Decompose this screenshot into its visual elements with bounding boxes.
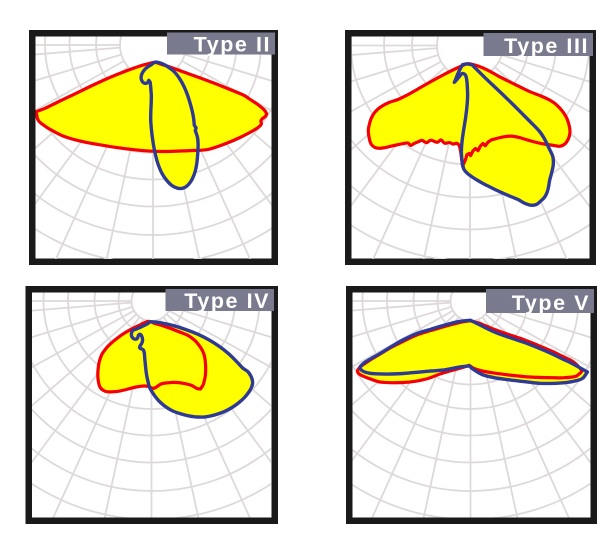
svg-text:Type III: Type III [504,34,589,58]
svg-text:Type IV: Type IV [184,289,270,313]
svg-text:Type II: Type II [194,33,271,57]
svg-text:Type V: Type V [512,291,590,315]
